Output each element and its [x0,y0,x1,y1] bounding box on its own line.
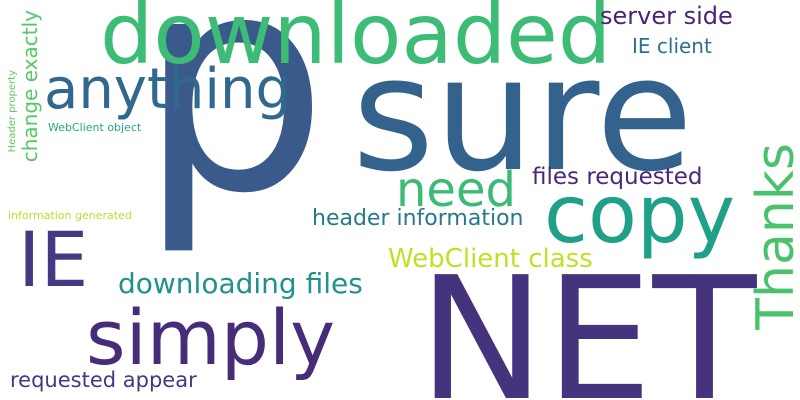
word-header-property: Header property [7,70,18,153]
word-files-requested: files requested [532,164,703,190]
word-change-exactly: change exactly [18,10,42,163]
word-anything: anything [44,57,291,122]
word-downloaded: downloaded [100,0,612,83]
word-webclient-object: WebClient object [48,121,142,134]
word-server-side: server side [600,2,733,30]
word-information-generated: information generated [8,209,132,222]
word-need: need [396,162,516,218]
word-p: p [138,0,329,259]
word-sure: sure [352,23,694,207]
word-copy: copy [544,168,736,261]
word-simply: simply [86,293,336,382]
word-downloading-files: downloading files [118,267,363,300]
word-requested-appear: requested appear [10,368,197,392]
word-webclient-class: WebClient class [388,244,593,274]
word-ie: IE [18,215,89,304]
word-header-information: header information [312,206,524,231]
word-ie-client: IE client [632,34,712,58]
word-thanks: Thanks [746,143,800,330]
word-net: NET [418,241,757,400]
